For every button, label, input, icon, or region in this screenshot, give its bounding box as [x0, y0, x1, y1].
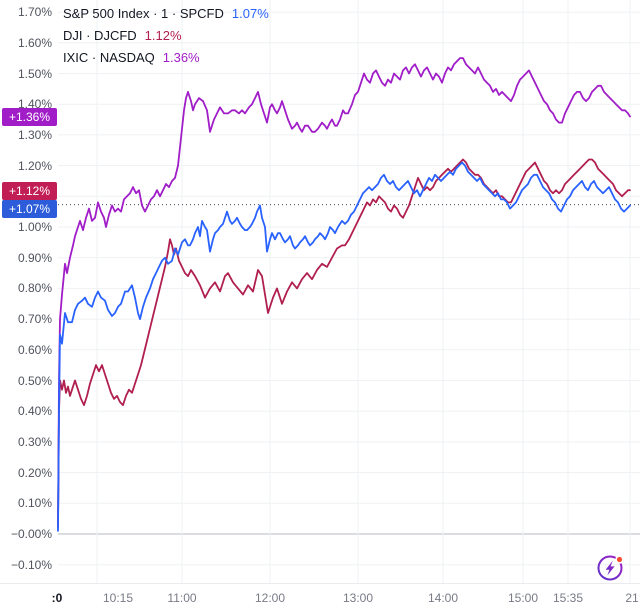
- price-tick-label: 1.70%: [17, 5, 52, 20]
- price-tick-label: 0.90%: [17, 250, 52, 265]
- price-tick-label: 0.60%: [17, 342, 52, 357]
- legend-row-spx[interactable]: S&P 500 Index · 1 · SPCFD 1.07%: [63, 3, 269, 25]
- price-tick-label: 0.40%: [17, 404, 52, 419]
- time-tick-label: 15:00: [507, 591, 539, 605]
- price-badge-dji: +1.12%: [2, 182, 57, 200]
- price-tick-label: 1.60%: [17, 35, 52, 50]
- time-tick-label: 15:35: [552, 591, 584, 605]
- legend-value-spx: 1.07%: [231, 6, 269, 21]
- flash-logo-icon[interactable]: [594, 550, 628, 584]
- legend-value-ixic: 1.36%: [162, 50, 200, 65]
- legend: S&P 500 Index · 1 · SPCFD 1.07% DJI · DJC…: [63, 3, 269, 69]
- price-badge-nasdaq: +1.36%: [2, 108, 57, 126]
- time-tick-label: :0: [51, 591, 63, 605]
- price-tick-label: −0.00%: [10, 527, 52, 541]
- time-tick-label: 11:00: [167, 591, 197, 605]
- price-tick-label: 1.30%: [17, 127, 52, 142]
- legend-row-dji[interactable]: DJI · DJCFD 1.12%: [63, 25, 269, 47]
- price-tick-label: 0.70%: [17, 312, 52, 327]
- price-tick-label: 0.80%: [17, 281, 52, 296]
- time-tick-label: 13:00: [342, 591, 374, 605]
- time-tick-label: 21: [625, 591, 639, 605]
- price-tick-label: 0.50%: [17, 373, 52, 388]
- price-tick-label: 1.40%: [17, 97, 52, 112]
- legend-label-spx: S&P 500 Index · 1 · SPCFD: [63, 6, 224, 21]
- time-tick-label: 10:15: [102, 591, 134, 605]
- time-tick-label: 12:00: [254, 591, 286, 605]
- price-tick-label: 1.20%: [17, 158, 52, 173]
- price-tick-label: 0.30%: [17, 434, 52, 449]
- time-axis[interactable]: :0 10:15 11:00 12:00 13:00 14:00 15:00 15:35 21: [0, 583, 640, 616]
- time-tick-label: 14:00: [427, 591, 459, 605]
- legend-value-dji: 1.12%: [144, 28, 182, 43]
- price-tick-label: 1.50%: [17, 66, 52, 81]
- legend-label-dji: DJI · DJCFD: [63, 28, 137, 43]
- legend-label-ixic: IXIC · NASDAQ: [63, 50, 155, 65]
- price-tick-label: −0.10%: [10, 557, 52, 572]
- legend-row-ixic[interactable]: IXIC · NASDAQ 1.36%: [63, 47, 269, 69]
- price-tick-label: 1.00%: [17, 220, 52, 234]
- price-tick-label: 0.10%: [17, 496, 52, 511]
- price-badge-spx: +1.07%: [2, 200, 57, 218]
- price-tick-label: 0.20%: [17, 465, 52, 480]
